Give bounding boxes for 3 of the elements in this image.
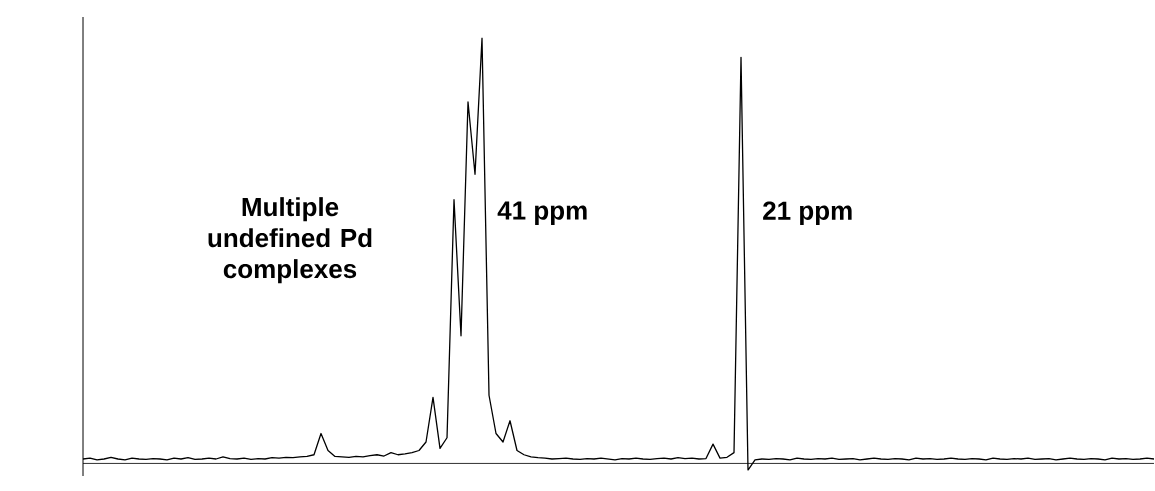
annotation: Multiple undefined Pd complexes xyxy=(208,197,372,284)
annotation: 41 ppm xyxy=(497,201,587,225)
annotation: 21 ppm xyxy=(763,201,852,226)
